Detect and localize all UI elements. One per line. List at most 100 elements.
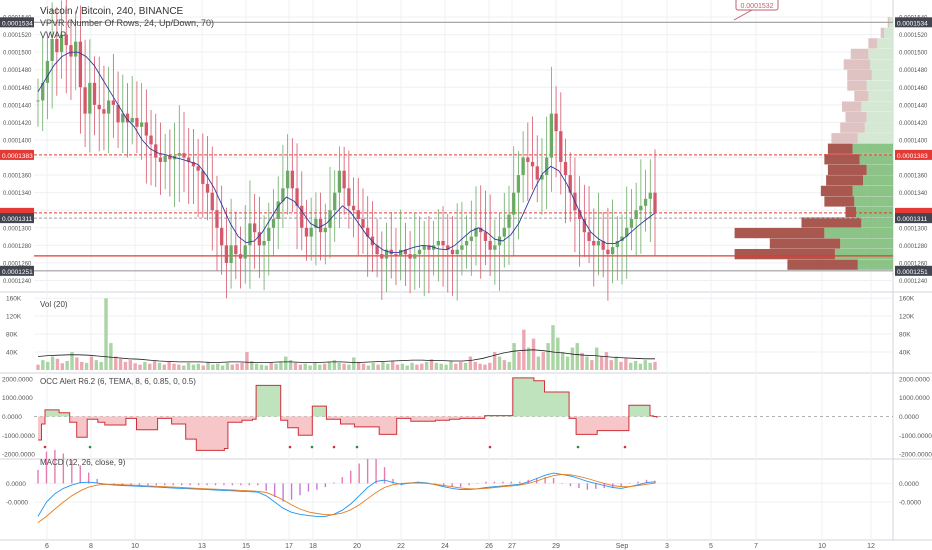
macd-histogram-bar [257, 483, 259, 486]
candle-body [653, 192, 657, 213]
candle-body [59, 34, 64, 53]
volume-bar [643, 360, 647, 370]
volume-bar [148, 363, 152, 370]
candle-body [196, 166, 200, 171]
candle-body [417, 249, 422, 255]
candle-body [568, 175, 572, 193]
occ-fill [569, 416, 573, 419]
x-tick-label: 20 [353, 543, 361, 550]
macd-left-tick: 0.0000 [6, 481, 26, 488]
occ-fill [449, 416, 454, 420]
occ-signal-dot [43, 445, 47, 449]
price-axis-tag [895, 213, 932, 224]
right-y-tick-label: 0.0001300 [899, 226, 928, 232]
volume-bar [327, 361, 332, 370]
occ-fill [358, 416, 362, 427]
candle-body [582, 219, 586, 233]
volume-bar [512, 343, 516, 370]
macd-histogram-bar [392, 478, 394, 484]
volume-bar [70, 352, 74, 370]
candle-body [97, 104, 101, 110]
occ-fill [206, 416, 211, 451]
occ-fill [361, 416, 366, 427]
vpvr-up-bar [840, 238, 893, 249]
occ-fill [555, 392, 559, 417]
macd-histogram-bar [214, 483, 217, 486]
candle-body [253, 223, 257, 233]
vpvr-up-bar [857, 259, 893, 270]
candle-body [530, 161, 535, 167]
occ-fill [284, 416, 289, 421]
candle-body [257, 232, 262, 246]
left-y-tick-label: 0.0001420 [3, 121, 32, 127]
candle-body [74, 41, 78, 57]
vpvr-down-bar [824, 154, 860, 165]
occ-fill [389, 416, 394, 435]
volume-bar [395, 364, 400, 370]
occ-fill [351, 416, 355, 425]
vpvr-down-bar [787, 259, 858, 270]
vpvr-down-bar [850, 48, 869, 60]
occ-fill [512, 377, 517, 417]
occ-fill [438, 416, 443, 421]
occ-fill [203, 416, 208, 451]
occ-right-tick: -2000.0000 [899, 452, 932, 459]
volume-bar [624, 358, 628, 370]
vol-right-tick: 120K [899, 314, 915, 321]
macd-histogram-bar [54, 449, 56, 484]
occ-fill [73, 416, 77, 423]
volume-bar [551, 325, 555, 370]
macd-histogram-bar [628, 483, 631, 484]
macd-histogram-bar [206, 483, 208, 486]
volume-bar [478, 363, 482, 370]
occ-fill [175, 416, 179, 425]
macd-histogram-bar [358, 463, 360, 484]
x-tick-label: 3 [665, 543, 669, 550]
occ-fill [122, 416, 127, 425]
occ-fill [540, 380, 545, 417]
volume-bar [507, 361, 511, 370]
macd-histogram-bar [282, 483, 284, 502]
x-tick-label: 6 [45, 543, 49, 550]
macd-histogram-bar [45, 451, 48, 484]
candle-body [351, 205, 356, 211]
x-tick-label: Sep [616, 543, 629, 550]
right-y-tick-label: 0.0001440 [899, 103, 928, 109]
vpvr-label: VPVR (Number Of Rows, 24, Up/Down, 70) [40, 18, 214, 28]
occ-fill [231, 416, 236, 423]
volume-bar [648, 362, 652, 370]
occ-left-tick: -1000.0000 [2, 433, 35, 440]
occ-fill [354, 416, 359, 427]
vpvr-up-bar [824, 227, 893, 239]
occ-fill [400, 416, 405, 419]
macd-histogram-bar [104, 483, 107, 484]
vpvr-down-bar [826, 175, 864, 186]
volume-bar [50, 356, 55, 370]
macd-histogram-bar [180, 483, 183, 486]
vpvr-up-bar [834, 249, 893, 260]
occ-fill [76, 416, 81, 438]
chart-title: Viacoin / Bitcoin, 240, BINANCE [40, 6, 184, 17]
occ-right-tick: -1000.0000 [899, 433, 932, 440]
occ-fill [586, 416, 591, 435]
volume-bar [347, 364, 351, 370]
x-tick-label: 8 [89, 543, 93, 550]
occ-fill [431, 416, 436, 422]
left-y-tick-label: 0.0001360 [3, 174, 32, 180]
occ-fill [241, 416, 246, 421]
x-tick-label: 27 [508, 543, 516, 550]
occ-fill [245, 416, 250, 421]
occ-fill [646, 405, 651, 417]
occ-fill [66, 412, 70, 417]
occ-left-tick: 1000.0000 [2, 395, 33, 402]
volume-bar [118, 358, 123, 370]
macd-histogram-bar [442, 483, 445, 487]
candle-body [634, 210, 638, 220]
candle-body [502, 227, 506, 237]
candle-body [238, 254, 243, 259]
occ-fill [129, 416, 134, 419]
candle-body [596, 240, 601, 246]
vol-right-tick: 80K [899, 332, 911, 339]
price-lines [34, 21, 893, 272]
occ-fill [375, 416, 380, 427]
